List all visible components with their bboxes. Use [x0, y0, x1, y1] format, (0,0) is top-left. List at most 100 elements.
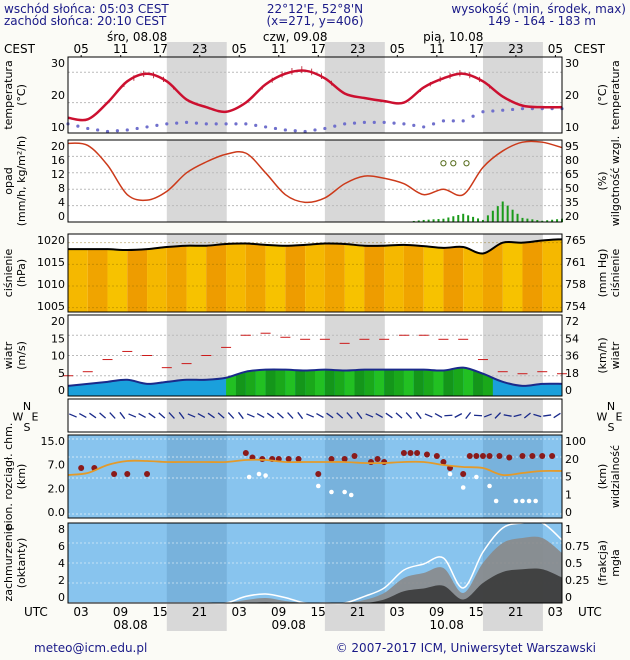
precip-bar — [462, 213, 465, 222]
cloud-base-dot — [539, 453, 546, 459]
y-tick-label: 10 — [51, 121, 65, 134]
top-hour-label: 17 — [311, 42, 326, 56]
y-tick-label: 0 — [58, 591, 65, 604]
wind-strong-area — [423, 369, 434, 396]
dewpoint-point — [382, 120, 386, 124]
y-tick-label: 95 — [565, 140, 579, 153]
copyright-text: © 2007-2017 ICM, Uniwersytet Warszawski — [335, 641, 596, 655]
panel-border — [67, 398, 563, 433]
cloud-base-dot — [549, 453, 556, 459]
low-cloud-dot — [526, 498, 532, 504]
cloud-cover-low — [68, 568, 562, 604]
bottom-hour-label: 15 — [469, 605, 484, 619]
wind-strong-area — [364, 369, 375, 396]
precip-bar — [437, 219, 440, 222]
cloud-base-dot — [351, 453, 358, 459]
y-tick-label: 758 — [565, 278, 586, 291]
wind-strong-area — [245, 370, 256, 396]
cloud-base-dot — [486, 453, 493, 459]
wind-direction-arrow — [138, 412, 146, 419]
pressure-fill — [324, 243, 345, 312]
axis-title: ciśnienie — [609, 249, 622, 298]
y-tick-label: 754 — [565, 300, 586, 313]
bottom-hour-label: 03 — [231, 605, 246, 619]
dewpoint-point — [273, 126, 278, 131]
dewpoint-point — [372, 120, 376, 124]
altitude-values: 149 - 164 - 183 m — [487, 14, 596, 28]
dewpoint-point — [510, 107, 515, 112]
y-tick-label: 5 — [58, 367, 65, 380]
axis-night — [482, 603, 543, 631]
precip-bar — [417, 220, 420, 222]
y-tick-label: 10 — [51, 350, 65, 363]
axis-title: widzialność — [609, 445, 622, 508]
wind-direction-arrow — [356, 411, 363, 420]
top-axis-tz: CEST — [574, 42, 606, 56]
precip-bar — [486, 215, 489, 222]
y-tick-label: 100 — [565, 435, 586, 448]
top-hour-label: 23 — [508, 42, 523, 56]
wind-strong-area — [275, 369, 286, 396]
y-tick-label: 0.5 — [565, 557, 583, 570]
precip-bar — [477, 218, 480, 222]
low-cloud-dot — [329, 489, 334, 495]
dewpoint-point — [125, 128, 129, 132]
pressure-fill — [166, 245, 187, 312]
pressure-fill — [482, 242, 503, 312]
wind-strong-area — [384, 369, 395, 396]
dewpoint-point — [234, 122, 238, 126]
cloud-base-dot — [423, 451, 430, 458]
y-tick-label: 12 — [51, 168, 65, 181]
precip-bar — [531, 219, 534, 222]
dewpoint-point — [451, 119, 455, 123]
axis-title: (frakcja) — [596, 540, 609, 586]
cloud-base-dot — [496, 453, 503, 459]
dewpoint-point — [115, 129, 119, 133]
night-band — [482, 399, 543, 432]
wind-direction-arrow — [148, 412, 156, 419]
precip-bar — [551, 219, 554, 222]
cloud-base-dot — [506, 454, 513, 461]
dewpoint-point — [402, 122, 406, 126]
top-hour-label: 17 — [153, 42, 168, 56]
wind-strong-area — [394, 369, 404, 396]
wind-direction-arrow — [365, 413, 374, 418]
low-cloud-dot — [460, 485, 466, 490]
dewpoint-point — [520, 107, 525, 111]
dewpoint-point — [86, 126, 90, 131]
precip-bar — [457, 215, 460, 222]
y-tick-label: 8 — [58, 182, 65, 195]
dewpoint-point — [214, 122, 218, 126]
y-tick-label: 10 — [565, 121, 579, 134]
visibility-line — [67, 458, 563, 477]
wind-direction-arrow — [217, 412, 225, 419]
panel-border — [67, 233, 563, 313]
precip-marker — [450, 160, 457, 167]
wind-direction-arrow — [178, 411, 185, 420]
contact-email[interactable]: meteo@icm.edu.pl — [34, 641, 148, 655]
y-tick-label: 4 — [58, 196, 65, 209]
wind-direction-arrow — [119, 411, 126, 420]
bottom-hour-label: 15 — [152, 605, 167, 619]
wind-strong-area — [482, 373, 493, 396]
low-cloud-dot — [263, 473, 268, 478]
wind-strong-area — [403, 369, 414, 396]
cloud-base-dot — [295, 456, 302, 462]
cloud-base-dot — [479, 453, 486, 459]
y-tick-label: 50 — [565, 182, 579, 195]
top-hour-label: 05 — [232, 42, 247, 56]
wind-direction-arrow — [297, 411, 304, 420]
grid-point-text: (x=271, y=406) — [266, 14, 364, 28]
y-tick-label: 6 — [58, 540, 65, 553]
panel-bg-cloudbase — [68, 435, 562, 518]
night-band — [324, 140, 385, 222]
precip-bar — [536, 220, 539, 222]
axis-title: (°C) — [596, 84, 609, 106]
axis-night — [166, 603, 227, 631]
y-tick-label: 16 — [51, 154, 65, 167]
precip-bar — [472, 216, 475, 222]
dewpoint-point — [145, 125, 149, 129]
wind-direction-arrow — [109, 412, 116, 419]
precip-bar — [511, 209, 514, 222]
wind-direction-arrow — [553, 412, 561, 419]
